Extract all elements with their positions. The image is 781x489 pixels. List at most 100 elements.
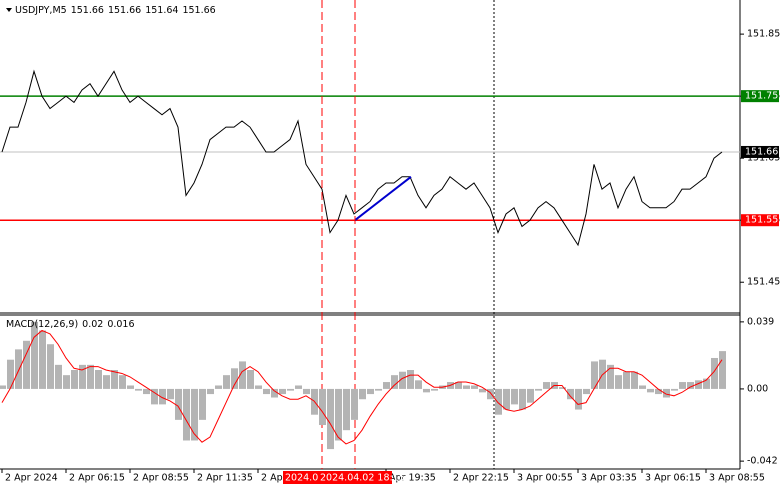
macd-bar: [359, 388, 366, 400]
macd-bar: [263, 388, 270, 395]
header-value: 151.66: [108, 5, 141, 16]
x-tick-label: 3 Apr 00:55: [517, 473, 573, 484]
macd-bar: [703, 378, 710, 389]
header-title: USDJPY,M5: [15, 5, 67, 16]
macd-bar: [695, 380, 702, 389]
macd-bar: [23, 340, 30, 389]
macd-bar: [511, 388, 518, 405]
macd-bar: [255, 385, 262, 389]
macd-bar: [183, 388, 190, 441]
level-label: 151.66: [745, 146, 778, 157]
macd-bar: [15, 349, 22, 389]
macd-bar: [567, 388, 574, 400]
macd-bar: [215, 385, 222, 389]
macd-bar: [407, 370, 414, 389]
collapse-icon: [6, 8, 12, 12]
level-label: 151.55: [745, 215, 778, 226]
x-tick-label: 2 Apr: [261, 473, 287, 484]
macd-bar: [671, 388, 678, 391]
macd-bar: [47, 344, 54, 389]
macd-bar: [607, 364, 614, 389]
crosshair-label: 2024.04.02 18:15: [320, 473, 405, 484]
macd-bar: [375, 388, 382, 391]
macd-bar: [391, 375, 398, 389]
macd-bar: [455, 382, 462, 389]
macd-bar: [399, 371, 406, 389]
macd-bar: [167, 388, 174, 400]
macd-bar: [559, 387, 566, 389]
y-tick-label: -0.042: [747, 456, 778, 467]
level-label: 151.75: [745, 91, 778, 102]
header-value: 151.64: [145, 5, 178, 16]
macd-bar: [351, 388, 358, 420]
macd-bar: [175, 388, 182, 420]
macd-bar: [711, 357, 718, 389]
macd-bar: [103, 375, 110, 389]
macd-bar: [487, 388, 494, 400]
macd-bar: [575, 388, 582, 410]
macd-bar: [159, 388, 166, 405]
macd-bar: [271, 388, 278, 398]
level-label-box: [741, 90, 779, 103]
level-label-box: [741, 145, 779, 158]
macd-bar: [383, 382, 390, 389]
macd-bar: [151, 388, 158, 405]
macd-bar: [231, 368, 238, 389]
signal-line: [1, 329, 723, 445]
x-tick-label: 3 Apr 03:35: [581, 473, 637, 484]
macd-bar: [31, 321, 38, 389]
macd-bar: [591, 361, 598, 389]
macd-bar: [543, 382, 550, 389]
x-tick-label: 2 Apr 11:35: [197, 473, 253, 484]
y-tick-label: 0.039: [747, 316, 774, 327]
macd-bar: [503, 388, 510, 410]
macd-bar: [0, 385, 6, 389]
crosshair-label: 2024.0: [285, 473, 318, 484]
price-line: [1, 69, 723, 247]
macd-bar: [623, 371, 630, 389]
macd-bar: [463, 385, 470, 389]
macd-bar: [527, 388, 534, 403]
macd-bar: [143, 388, 150, 395]
x-tick-label: 2 Apr 22:15: [453, 473, 509, 484]
header-value: 151.66: [182, 5, 215, 16]
macd-bar: [303, 388, 310, 395]
macd-bar: [191, 388, 198, 441]
header-value: 0.016: [107, 319, 134, 330]
macd-bar: [631, 371, 638, 389]
macd-bar: [495, 388, 502, 415]
macd-bar: [319, 388, 326, 426]
x-tick-label: 2 Apr 2024: [5, 473, 58, 484]
macd-bar: [279, 388, 286, 395]
macd-bar: [95, 370, 102, 389]
header-value: 151.66: [71, 5, 104, 16]
macd-bar: [207, 388, 214, 395]
header-value: 0.02: [82, 319, 103, 330]
macd-bar: [295, 385, 302, 389]
macd-bar: [687, 382, 694, 389]
macd-bar: [343, 388, 350, 431]
macd-bar: [63, 375, 70, 389]
macd-bar: [247, 370, 254, 389]
macd-bar: [519, 388, 526, 410]
macd-bar: [615, 375, 622, 389]
macd-bar: [663, 388, 670, 398]
macd-bar: [423, 388, 430, 393]
level-label-box: [741, 214, 779, 227]
macd-bar: [639, 385, 646, 389]
macd-bar: [7, 359, 14, 389]
x-tick-label: 2 Apr 06:15: [69, 473, 125, 484]
macd-bar: [367, 388, 374, 395]
macd-bar: [719, 351, 726, 389]
macd-bar: [55, 364, 62, 389]
chart-header: MACD(12,26,9) 0.02 0.016: [6, 319, 135, 330]
macd-bar: [79, 364, 86, 389]
macd-bar: [87, 364, 94, 389]
macd-bar: [479, 388, 486, 393]
macd-bar: [647, 388, 654, 393]
macd-bar: [39, 330, 46, 389]
macd-bar: [327, 388, 334, 450]
macd-bar: [287, 388, 294, 391]
